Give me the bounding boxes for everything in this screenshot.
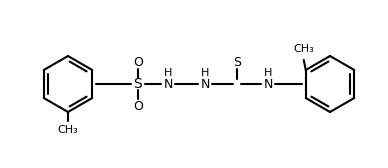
Text: CH₃: CH₃ [58,125,78,135]
Text: CH₃: CH₃ [293,44,314,54]
Text: O: O [133,55,143,69]
Text: N: N [163,77,173,91]
Text: N: N [263,77,273,91]
Text: S: S [233,55,241,69]
Text: H: H [201,68,209,78]
Text: O: O [133,99,143,113]
Text: S: S [133,77,142,91]
Text: N: N [200,77,210,91]
Text: H: H [264,68,272,78]
Text: H: H [164,68,172,78]
